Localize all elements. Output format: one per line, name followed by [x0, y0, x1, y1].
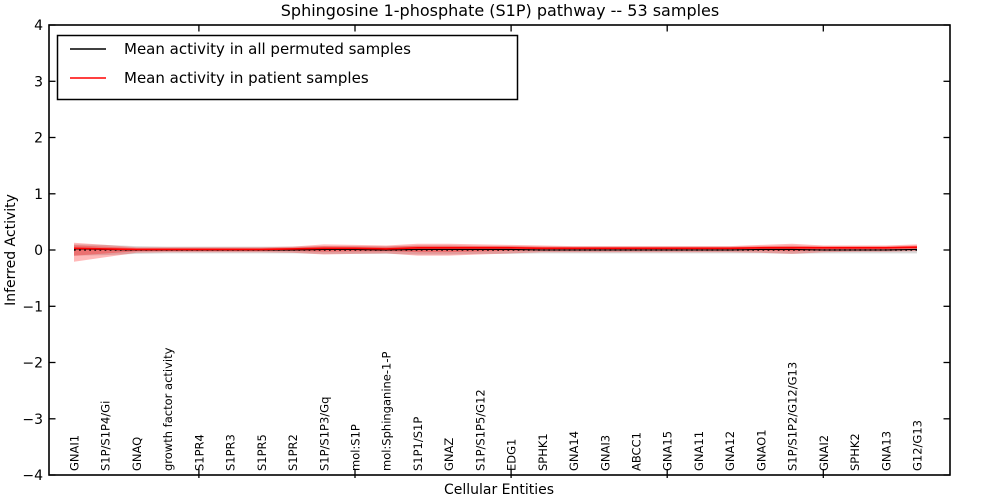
x-category-label: SPHK1 — [536, 433, 550, 471]
patient-mean-line — [73, 246, 918, 251]
y-tick-label: −2 — [22, 356, 43, 372]
x-category-label: S1P/S1P5/G12 — [473, 389, 487, 471]
legend-patient-label: Mean activity in patient samples — [124, 69, 369, 87]
x-category-label: S1P/S1P2/G12/G13 — [786, 362, 800, 471]
x-category-label: GNAI2 — [817, 435, 831, 471]
x-category-label: GNA11 — [692, 431, 706, 471]
y-tick-label: −1 — [22, 299, 43, 315]
x-category-label: GNAI1 — [68, 435, 82, 471]
x-category-label: EDG1 — [505, 439, 519, 471]
x-axis-label: Cellular Entities — [444, 482, 554, 498]
x-category-label: S1PR3 — [224, 434, 238, 471]
y-tick-label: −4 — [22, 468, 43, 484]
x-category-label: S1P/S1P3/Gq — [317, 397, 331, 471]
x-category-label: SPHK2 — [848, 433, 862, 471]
x-category-label: growth factor activity — [161, 347, 175, 471]
y-tick-label: 4 — [34, 18, 43, 34]
x-category-label: S1P/S1P4/Gi — [99, 401, 113, 471]
plot-data-layer: 4 3 2 1 0 −1 −2 −3 −4 GNAI1 S1P/S1P4/Gi GNAQ growth … — [22, 18, 950, 484]
legend-box — [56, 34, 519, 101]
x-category-label: GNA15 — [661, 431, 675, 471]
x-category-label: ABCC1 — [630, 432, 644, 471]
x-category-label: G12/G13 — [911, 420, 925, 471]
plot-frame — [48, 24, 951, 476]
legend: Mean activity in all permuted samples Me… — [56, 34, 519, 101]
x-category-label: mol:Sphinganine-1-P — [380, 352, 394, 471]
y-tick-label: −3 — [22, 412, 43, 428]
x-category-label: GNAI3 — [598, 435, 612, 471]
x-category-label: GNA14 — [567, 431, 581, 471]
legend-permuted-label: Mean activity in all permuted samples — [124, 40, 411, 58]
x-category-label: mol:S1P — [349, 424, 363, 471]
y-tick-label: 1 — [34, 187, 43, 203]
y-axis-label: Inferred Activity — [3, 194, 19, 306]
x-category-label: GNAO1 — [754, 429, 768, 471]
x-category-label: GNAZ — [442, 438, 456, 471]
x-category-label: S1PR2 — [286, 434, 300, 471]
y-tick-label: 2 — [34, 131, 43, 147]
x-category-label: GNA13 — [879, 431, 893, 471]
patient-band — [74, 242, 917, 262]
permuted-band — [74, 244, 917, 256]
x-category-label: S1PR4 — [192, 434, 206, 471]
chart-title: Sphingosine 1-phosphate (S1P) pathway --… — [281, 1, 719, 20]
x-category-label: S1P1/S1P — [411, 417, 425, 471]
y-tick-label: 0 — [34, 243, 43, 259]
x-category-label: S1PR5 — [255, 434, 269, 471]
x-category-label: GNAQ — [130, 437, 144, 471]
y-tick-label: 3 — [34, 74, 43, 90]
x-category-label: GNA12 — [723, 431, 737, 471]
